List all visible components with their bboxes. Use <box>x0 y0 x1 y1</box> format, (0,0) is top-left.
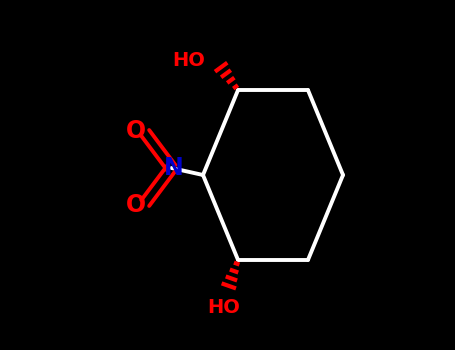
Text: N: N <box>164 156 183 180</box>
Text: O: O <box>126 119 146 143</box>
Text: HO: HO <box>172 51 205 70</box>
Text: HO: HO <box>207 298 240 317</box>
Text: O: O <box>126 193 146 217</box>
